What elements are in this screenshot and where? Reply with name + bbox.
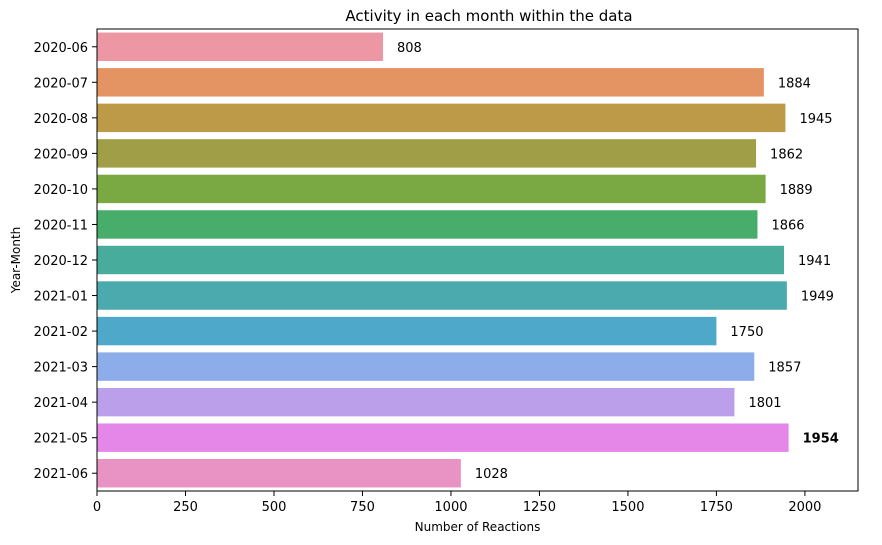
x-tick-label-1250: 1250 [523,500,556,515]
value-label-2020-09: 1862 [770,147,803,162]
x-tick-label-750: 750 [350,500,375,515]
value-label-2020-11: 1866 [771,218,804,233]
value-label-2021-04: 1801 [748,396,781,411]
y-tick-label-2021-04: 2021-04 [34,396,88,411]
bar-2020-11 [97,210,758,239]
value-label-2021-05: 1954 [803,432,839,447]
value-label-2020-12: 1941 [798,254,831,269]
x-tick-label-500: 500 [262,500,287,515]
y-axis-ticks: 2020-06 2020-07 2020-08 2020-09 2020-10 2020-… [34,41,97,482]
x-tick-label-1750: 1750 [700,500,733,515]
bar-2020-07 [97,68,764,97]
y-tick-label-2021-05: 2021-05 [34,432,88,447]
x-tick-label-2000: 2000 [788,500,821,515]
bar-2020-09 [97,139,757,168]
bar-2021-03 [97,352,755,381]
bar-2020-08 [97,103,786,133]
y-tick-label-2020-06: 2020-06 [34,41,88,56]
y-tick-label-2020-07: 2020-07 [34,76,88,91]
y-tick-label-2020-09: 2020-09 [34,147,88,162]
bar-2021-01 [97,281,787,310]
chart-title: Activity in each month within the data [345,7,632,25]
x-tick-label-250: 250 [173,500,198,515]
bars-group [97,32,789,488]
y-tick-label-2020-12: 2020-12 [34,254,88,269]
x-tick-label-0: 0 [93,500,101,515]
x-axis-title: Number of Reactions [415,520,541,534]
value-label-2020-07: 1884 [778,76,811,91]
y-tick-label-2020-08: 2020-08 [34,112,88,127]
y-tick-label-2021-02: 2021-02 [34,325,88,340]
value-label-2020-08: 1945 [799,112,832,127]
y-tick-label-2020-10: 2020-10 [34,183,88,198]
value-label-2021-03: 1857 [768,361,801,376]
bar-2021-05 [97,423,789,452]
bar-2020-10 [97,174,766,204]
bar-2021-02 [97,316,717,346]
bar-2021-06 [97,459,461,488]
value-label-2021-02: 1750 [730,325,763,340]
plot-frame [96,28,859,492]
y-tick-label-2020-11: 2020-11 [34,218,88,233]
value-label-2021-06: 1028 [475,467,508,482]
x-tick-label-1000: 1000 [434,500,467,515]
value-label-2020-06: 808 [397,41,422,56]
x-axis-ticks: 0 250 500 750 1000 1250 1500 1750 2000 [93,491,821,515]
value-label-2021-01: 1949 [801,290,834,305]
value-label-2020-10: 1889 [780,183,813,198]
y-tick-label-2021-06: 2021-06 [34,467,88,482]
y-tick-label-2021-03: 2021-03 [34,361,88,376]
bar-2021-04 [97,387,735,417]
y-tick-label-2021-01: 2021-01 [34,290,88,305]
x-tick-label-1500: 1500 [611,500,644,515]
bar-2020-12 [97,245,785,275]
y-axis-title: Year-Month [9,227,23,295]
bar-2020-06 [97,32,383,61]
value-labels-group: 808 1884 1945 1862 1889 1866 1941 1949 1750 1857 1… [397,41,839,482]
